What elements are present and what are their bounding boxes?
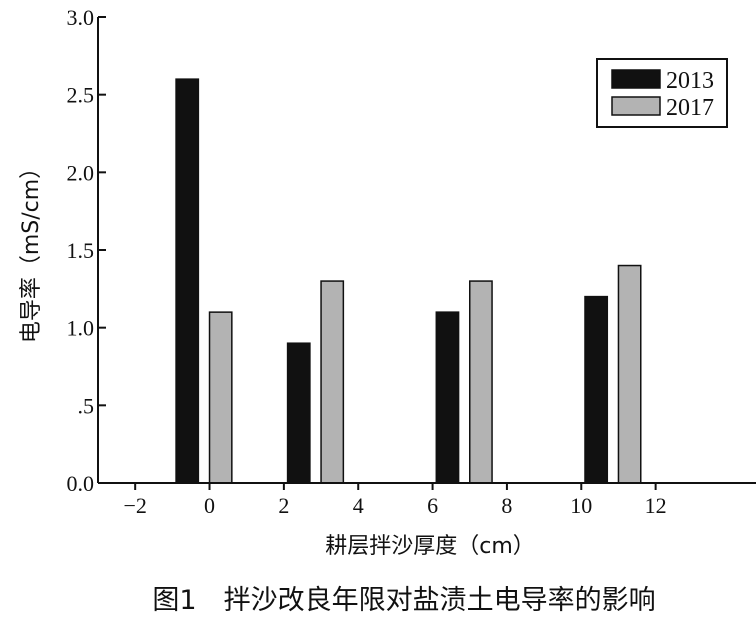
bar-2013-7	[435, 311, 460, 484]
x-axis-ticks: −2 0 2 4 6 8 10 12	[123, 483, 667, 518]
x-tick-label: 2	[278, 493, 289, 518]
x-tick-label: 12	[645, 493, 667, 518]
legend-swatch-2013	[611, 69, 661, 89]
y-tick-label: 2.5	[67, 83, 95, 108]
bar-2017-11	[617, 264, 642, 484]
y-tick-label: 2.0	[67, 160, 95, 185]
x-tick-label: 6	[427, 493, 438, 518]
y-tick-label: .5	[78, 393, 95, 418]
bar-2013-11	[584, 295, 609, 484]
bar-2017-0	[208, 311, 233, 484]
legend-label-2017: 2017	[666, 95, 714, 121]
figure-caption: 图1 拌沙改良年限对盐渍土电导率的影响	[152, 585, 655, 616]
y-axis-title: 电导率（mS/cm）	[19, 157, 44, 343]
x-tick-label: 0	[204, 493, 215, 518]
x-tick-label: 8	[501, 493, 512, 518]
bar-2013-0	[175, 78, 200, 484]
legend-swatch-2017	[611, 96, 661, 116]
legend: 2013 2017	[596, 58, 728, 128]
bars	[175, 78, 642, 484]
x-tick-label: 10	[570, 493, 592, 518]
bar-2013-3	[286, 342, 311, 484]
bar-2017-7	[469, 280, 493, 484]
legend-label-2013: 2013	[666, 68, 714, 94]
y-tick-label: 1.5	[67, 238, 95, 263]
bar-2017-3	[320, 280, 345, 484]
y-tick-label: 3.0	[67, 5, 95, 30]
x-tick-label: −2	[123, 493, 146, 518]
y-tick-label: 1.0	[67, 316, 95, 341]
x-axis-title: 耕层拌沙厚度（cm）	[325, 534, 535, 559]
x-tick-label: 4	[353, 493, 364, 518]
y-tick-label: 0.0	[67, 471, 95, 496]
y-axis-ticks: 0.0 .5 1.0 1.5 2.0 2.5 3.0	[67, 5, 106, 496]
